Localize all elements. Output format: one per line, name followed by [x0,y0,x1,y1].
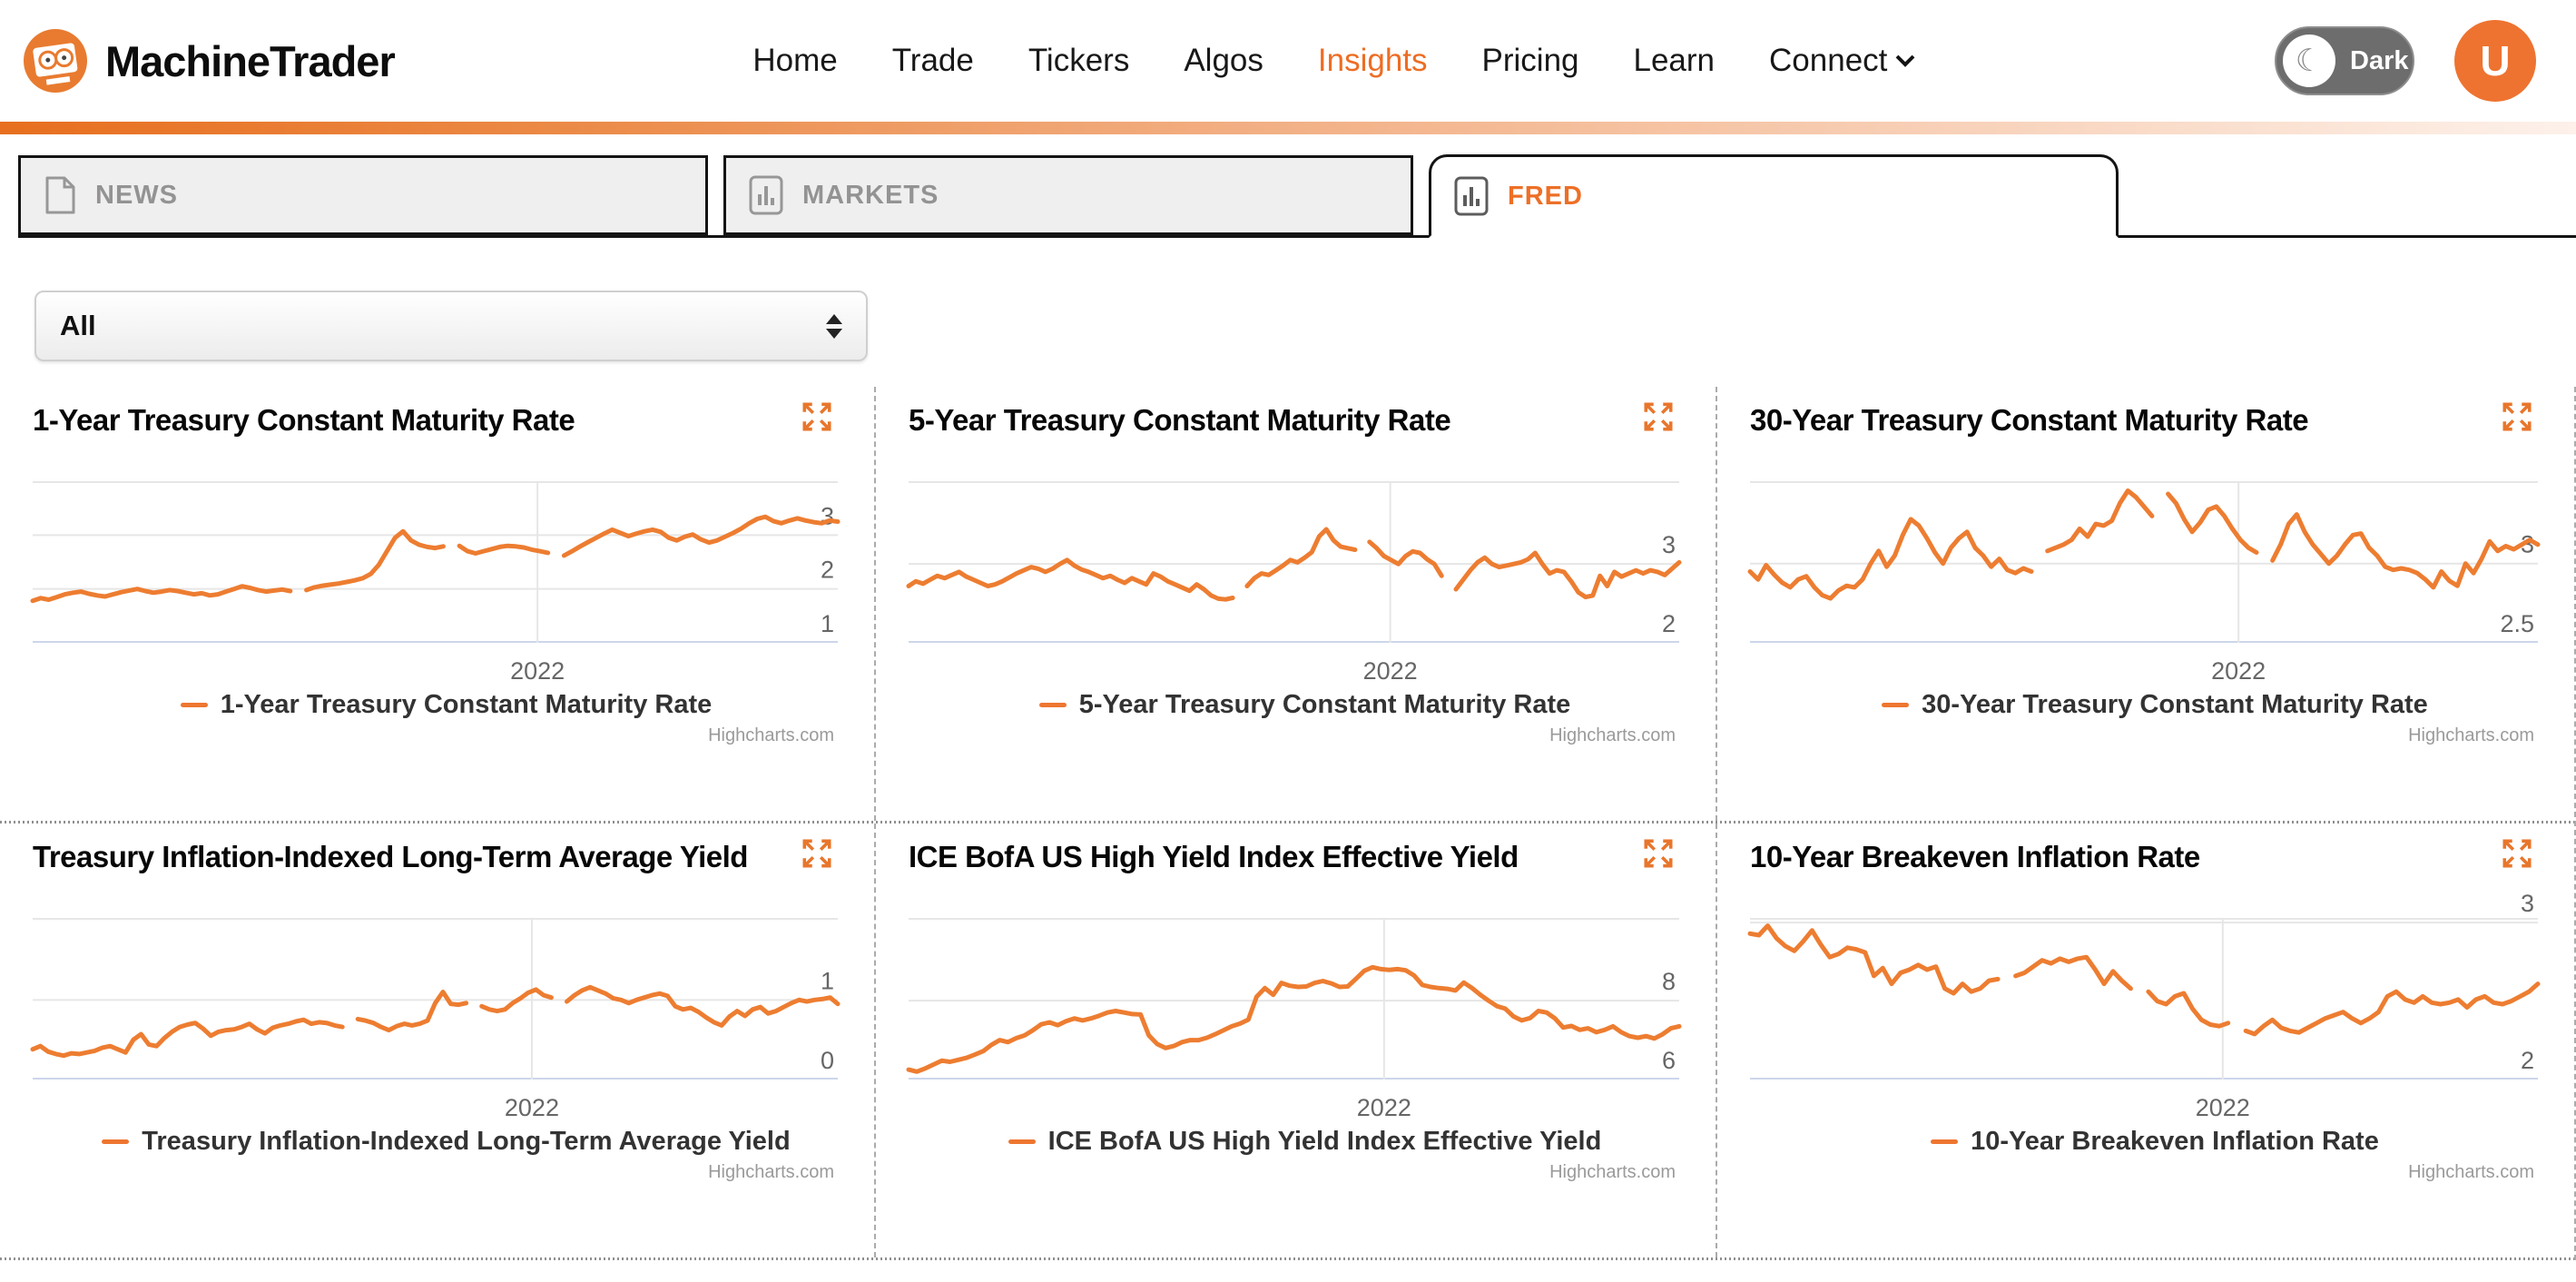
chart-title: 5-Year Treasury Constant Maturity Rate [909,403,1451,437]
chart-title: ICE BofA US High Yield Index Effective Y… [909,840,1519,873]
svg-text:2: 2 [821,557,834,584]
chart-card: ICE BofA US High Yield Index Effective Y… [874,823,1716,1257]
brand-logo[interactable]: MachineTrader [22,27,396,94]
moon-icon: ☾ [2283,35,2335,87]
svg-text:2022: 2022 [1357,1094,1411,1121]
chart-card: 30-Year Treasury Constant Maturity Rate … [1716,387,2574,821]
nav-algos[interactable]: Algos [1184,43,1263,78]
svg-text:3: 3 [1662,531,1676,558]
highcharts-credit[interactable]: Highcharts.com [2408,1162,2534,1182]
legend-item[interactable]: Treasury Inflation-Indexed Long-Term Ave… [18,1127,874,1157]
highcharts-credit[interactable]: Highcharts.com [1549,725,1676,745]
brand-name: MachineTrader [105,36,396,85]
legend-dash-icon [1931,1139,1959,1144]
nav-connect[interactable]: Connect [1769,43,1916,79]
legend-item[interactable]: 5-Year Treasury Constant Maturity Rate [894,690,1716,720]
document-icon [43,174,77,216]
expand-icon[interactable] [800,399,834,434]
toggle-label: Dark [2350,45,2409,75]
line-chart-plot[interactable]: 8 6 2022 [906,918,1682,1121]
svg-text:2022: 2022 [505,1094,559,1121]
bar-chart-icon [748,174,784,216]
line-chart-plot[interactable]: 3 2 2022 [906,481,1682,685]
tab-markets[interactable]: MARKETS [723,155,1413,235]
user-avatar[interactable]: U [2454,20,2536,102]
nav-learn[interactable]: Learn [1633,43,1716,78]
line-chart-plot[interactable]: 3 2 2022 [1747,890,2541,1121]
legend-item[interactable]: 30-Year Treasury Constant Maturity Rate [1735,690,2574,720]
nav-trade[interactable]: Trade [891,43,974,78]
expand-icon[interactable] [1641,836,1676,871]
tab-label: NEWS [95,180,178,210]
svg-text:8: 8 [1662,968,1676,995]
header: MachineTrader Home Trade Tickers Algos I… [0,0,2576,122]
expand-icon[interactable] [1641,399,1676,434]
legend-item[interactable]: 10-Year Breakeven Inflation Rate [1735,1127,2574,1157]
select-value: All [60,310,96,341]
svg-text:2.5: 2.5 [2500,610,2534,637]
highcharts-credit[interactable]: Highcharts.com [2408,725,2534,745]
svg-text:3: 3 [821,502,834,529]
svg-text:6: 6 [1662,1047,1676,1074]
highcharts-credit[interactable]: Highcharts.com [1549,1162,1676,1182]
chart-title: 30-Year Treasury Constant Maturity Rate [1750,403,2309,437]
select-spinner-icon [826,313,842,339]
row-separator [0,821,2574,823]
nav-home[interactable]: Home [752,43,838,78]
legend-dash-icon [1038,703,1067,707]
tab-news[interactable]: NEWS [18,155,708,235]
svg-text:1: 1 [821,610,834,637]
category-select[interactable]: All [34,291,868,361]
legend-item[interactable]: 1-Year Treasury Constant Maturity Rate [18,690,874,720]
nav-insights[interactable]: Insights [1317,43,1428,78]
legend-dash-icon [1882,703,1910,707]
expand-icon[interactable] [800,836,834,871]
svg-text:2022: 2022 [2196,1094,2250,1121]
legend-dash-icon [180,703,208,707]
svg-text:2022: 2022 [1363,657,1418,685]
dark-mode-toggle[interactable]: ☾ Dark [2275,26,2414,95]
charts-grid: 1-Year Treasury Constant Maturity Rate 3… [0,387,2576,1260]
machinetrader-robot-icon [22,27,89,94]
svg-text:2022: 2022 [2211,657,2266,685]
chart-title: 10-Year Breakeven Inflation Rate [1750,840,2200,873]
chart-card: 10-Year Breakeven Inflation Rate 3 2 2022 … [1716,823,2574,1257]
header-gradient-divider [0,122,2576,134]
svg-text:3: 3 [2521,890,2534,917]
svg-text:2: 2 [1662,610,1676,637]
svg-text:1: 1 [821,967,834,994]
tab-label: FRED [1508,181,1583,211]
svg-text:0: 0 [821,1047,834,1074]
svg-text:3: 3 [2521,531,2534,558]
chart-card: 5-Year Treasury Constant Maturity Rate 3… [874,387,1716,821]
legend-dash-icon [1008,1139,1036,1144]
svg-text:2: 2 [2521,1047,2534,1074]
main-nav: Home Trade Tickers Algos Insights Pricin… [395,43,2275,79]
highcharts-credit[interactable]: Highcharts.com [708,1162,834,1182]
svg-text:2022: 2022 [510,657,565,685]
bar-chart-icon [1453,175,1490,217]
expand-icon[interactable] [2500,399,2534,434]
chart-title: Treasury Inflation-Indexed Long-Term Ave… [33,840,748,873]
line-chart-plot[interactable]: 1 0 2022 [30,918,841,1121]
chart-title: 1-Year Treasury Constant Maturity Rate [33,403,575,437]
chart-card: Treasury Inflation-Indexed Long-Term Ave… [0,823,874,1257]
chevron-down-icon [1894,54,1916,68]
highcharts-credit[interactable]: Highcharts.com [708,725,834,745]
grid-bottom-separator [0,1257,2574,1260]
tab-fred[interactable]: FRED [1429,154,2119,238]
expand-icon[interactable] [2500,836,2534,871]
tab-label: MARKETS [802,180,939,210]
legend-item[interactable]: ICE BofA US High Yield Index Effective Y… [894,1127,1716,1157]
chart-card: 1-Year Treasury Constant Maturity Rate 3… [0,387,874,821]
line-chart-plot[interactable]: 3 2 1 2022 [30,481,841,685]
nav-pricing[interactable]: Pricing [1481,43,1579,78]
content-tabs: NEWS MARKETS FRED [18,154,2576,238]
header-right: ☾ Dark U [2275,20,2536,102]
nav-tickers[interactable]: Tickers [1027,43,1130,78]
legend-dash-icon [102,1139,130,1144]
line-chart-plot[interactable]: 3 2.5 2022 [1747,481,2541,685]
